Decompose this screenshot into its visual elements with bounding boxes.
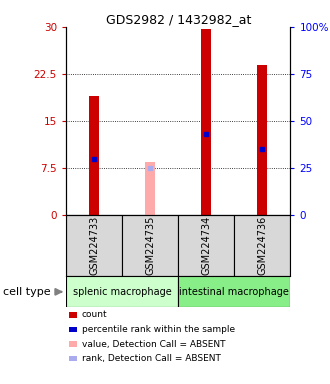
Text: GSM224735: GSM224735 <box>145 216 155 275</box>
Bar <box>66 276 178 307</box>
Bar <box>66 215 122 276</box>
Bar <box>257 65 267 215</box>
Text: GSM224736: GSM224736 <box>257 216 267 275</box>
Text: GDS2982 / 1432982_at: GDS2982 / 1432982_at <box>106 13 251 26</box>
Text: count: count <box>82 310 107 319</box>
Bar <box>178 215 234 276</box>
Text: value, Detection Call = ABSENT: value, Detection Call = ABSENT <box>82 339 225 349</box>
Text: intestinal macrophage: intestinal macrophage <box>180 287 289 297</box>
Text: splenic macrophage: splenic macrophage <box>73 287 172 297</box>
Text: GSM224733: GSM224733 <box>89 216 99 275</box>
Bar <box>201 29 211 215</box>
Bar <box>145 162 155 215</box>
Text: cell type: cell type <box>3 287 51 297</box>
Bar <box>89 96 99 215</box>
Text: percentile rank within the sample: percentile rank within the sample <box>82 325 235 334</box>
Text: GSM224734: GSM224734 <box>201 216 211 275</box>
Text: rank, Detection Call = ABSENT: rank, Detection Call = ABSENT <box>82 354 220 363</box>
Bar <box>178 276 290 307</box>
Bar <box>234 215 290 276</box>
Bar <box>122 215 178 276</box>
